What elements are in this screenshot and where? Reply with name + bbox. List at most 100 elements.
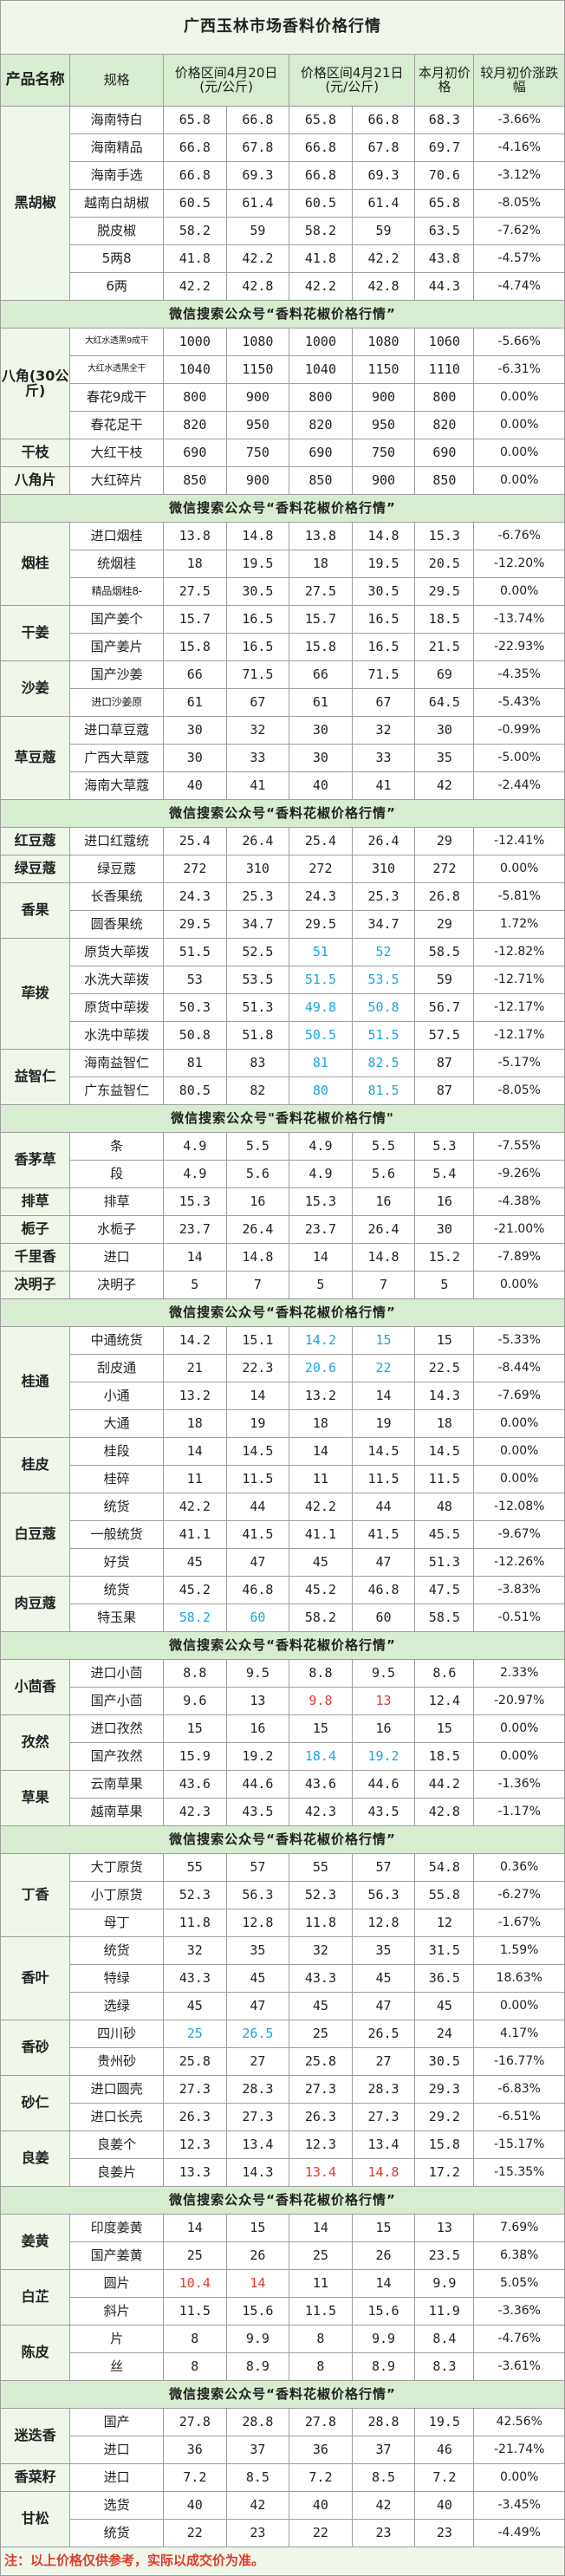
price-high-apr20: 28.3	[225, 2075, 290, 2104]
price-high-apr20: 83	[225, 1049, 290, 1077]
price-low-apr20: 43.6	[163, 1770, 227, 1799]
price-high-apr21: 56.3	[351, 1881, 416, 1909]
price-low-apr21: 20.6	[289, 1354, 353, 1382]
price-low-apr20: 40	[163, 2491, 227, 2520]
price-low-apr21: 43.6	[289, 1770, 353, 1799]
change-percent: 0.00%	[473, 466, 565, 495]
spec-cell: 大通	[69, 1409, 165, 1438]
price-high-apr20: 42.2	[225, 244, 290, 273]
price-low-apr20: 30	[163, 744, 227, 772]
month-start-price: 44.3	[414, 272, 475, 301]
product-name: 肉豆蔻	[0, 1576, 71, 1632]
price-high-apr21: 12.8	[351, 1909, 416, 1937]
spec-cell: 小丁原货	[69, 1881, 165, 1909]
month-start-price: 26.8	[414, 882, 475, 911]
spec-cell: 国产孜然	[69, 1742, 165, 1771]
price-low-apr20: 32	[163, 1936, 227, 1965]
change-percent: 6.38%	[473, 2241, 565, 2270]
month-start-price: 272	[414, 855, 475, 883]
banner-row: 微信搜索公众号“香料花椒价格行情”	[0, 2380, 565, 2409]
change-percent: -22.93%	[473, 633, 565, 661]
price-low-apr20: 23.7	[163, 1215, 227, 1244]
wechat-banner: 微信搜索公众号“香料花椒价格行情”	[0, 2186, 565, 2215]
change-percent: -12.08%	[473, 1493, 565, 1521]
month-start-price: 70.6	[414, 161, 475, 190]
price-high-apr21: 15.6	[351, 2297, 416, 2326]
header-price-apr20: 价格区间4月20日(元/公斤)	[163, 54, 290, 107]
change-percent: 0.00%	[473, 1714, 565, 1743]
product-name: 香砂	[0, 2020, 71, 2076]
price-low-apr20: 11.8	[163, 1909, 227, 1937]
price-low-apr21: 23.7	[289, 1215, 353, 1244]
table-row: 海南大草蔻 40 41 40 41 42 -2.44%	[1, 771, 565, 800]
product-name: 红豆蔻	[0, 827, 71, 855]
table-row: 良姜 良姜个 12.3 13.4 12.3 13.4 15.8 -15.17%	[0, 2130, 565, 2187]
spec-cell: 海南益智仁	[69, 1049, 165, 1077]
month-start-price: 850	[414, 466, 475, 495]
price-low-apr20: 42.2	[163, 272, 227, 301]
table-row: 荜拨 原货大荜拨 51.5 52.5 51 52 58.5 -12.82%	[0, 938, 565, 1050]
price-low-apr20: 25	[163, 2241, 227, 2270]
price-low-apr21: 22	[289, 2519, 353, 2547]
price-low-apr20: 29.5	[163, 910, 227, 939]
product-name: 沙姜	[0, 660, 71, 717]
banner-row: 微信搜索公众号“香料花椒价格行情”	[0, 1825, 565, 1854]
price-high-apr21: 37	[351, 2436, 416, 2464]
price-low-apr21: 49.8	[289, 993, 353, 1022]
change-percent: -7.89%	[473, 1243, 565, 1272]
price-low-apr20: 13.8	[163, 522, 227, 550]
spec-cell: 越南草果	[69, 1798, 165, 1826]
table-row: 甘松 选货 40 42 40 42 40 -3.45%	[0, 2491, 565, 2547]
month-start-price: 15.8	[414, 2130, 475, 2159]
month-start-price: 51.3	[414, 1548, 475, 1577]
price-low-apr21: 4.9	[289, 1132, 353, 1161]
price-high-apr21: 42.8	[351, 272, 416, 301]
price-low-apr20: 4.9	[163, 1160, 227, 1188]
change-percent: -3.61%	[473, 2352, 565, 2381]
price-high-apr20: 35	[225, 1936, 290, 1965]
change-percent: 0.00%	[473, 855, 565, 883]
product-name: 栀子	[0, 1215, 71, 1244]
change-percent: 0.00%	[473, 2463, 565, 2492]
price-high-apr20: 33	[225, 744, 290, 772]
table-row: 精品烟桂8- 27.5 30.5 27.5 30.5 29.5 0.00%	[1, 577, 565, 606]
price-high-apr21: 16	[351, 1187, 416, 1216]
spec-cell: 良姜片	[69, 2158, 165, 2187]
table-row: 水洗中荜拨 50.8 51.8 50.5 51.5 57.5 -12.17%	[1, 1021, 565, 1050]
change-percent: -4.57%	[473, 244, 565, 273]
change-percent: -4.74%	[473, 272, 565, 301]
price-low-apr21: 13.4	[289, 2158, 353, 2187]
table-row: 香叶 统货 32 35 32 35 31.5 1.59%	[0, 1936, 565, 2020]
header-change: 较月初价涨跌幅	[473, 54, 565, 107]
spec-cell: 海南特白	[69, 106, 165, 134]
price-low-apr21: 1040	[289, 355, 353, 384]
spec-cell: 大红碎片	[69, 466, 165, 495]
product-name: 姜黄	[0, 2214, 71, 2270]
change-percent: 0.00%	[473, 1271, 565, 1299]
price-low-apr20: 18	[163, 1409, 227, 1438]
price-high-apr21: 30.5	[351, 577, 416, 606]
price-low-apr20: 42.2	[163, 1493, 227, 1521]
month-start-price: 55.8	[414, 1881, 475, 1909]
price-high-apr20: 45	[225, 1964, 290, 1993]
change-percent: -1.36%	[473, 1770, 565, 1799]
price-low-apr20: 4.9	[163, 1132, 227, 1161]
table-row: 特玉果 58.2 60 58.2 60 58.5 -0.51%	[1, 1603, 565, 1632]
month-start-price: 820	[414, 411, 475, 439]
price-high-apr20: 42	[225, 2491, 290, 2520]
table-row: 八角(30公斤) 大红水透黑9成干 1000 1080 1000 1080 1060 -5.6…	[0, 328, 565, 439]
month-start-price: 20.5	[414, 550, 475, 578]
change-percent: -0.99%	[473, 716, 565, 745]
price-low-apr20: 30	[163, 716, 227, 745]
month-start-price: 54.8	[414, 1853, 475, 1882]
change-percent: -4.16%	[473, 133, 565, 162]
table-row: 丝 8 8.9 8 8.9 8.3 -3.61%	[1, 2352, 565, 2381]
product-name: 益智仁	[0, 1049, 71, 1105]
table-row: 绿豆蔻 绿豆蔻 272 310 272 310 272 0.00%	[0, 855, 565, 883]
price-high-apr21: 13.4	[351, 2130, 416, 2159]
table-row: 砂仁 进口圆壳 27.3 28.3 27.3 28.3 29.3 -6.83%	[0, 2075, 565, 2131]
price-high-apr21: 28.3	[351, 2075, 416, 2104]
price-high-apr21: 44	[351, 1493, 416, 1521]
price-high-apr20: 67.8	[225, 133, 290, 162]
change-percent: -6.76%	[473, 522, 565, 550]
